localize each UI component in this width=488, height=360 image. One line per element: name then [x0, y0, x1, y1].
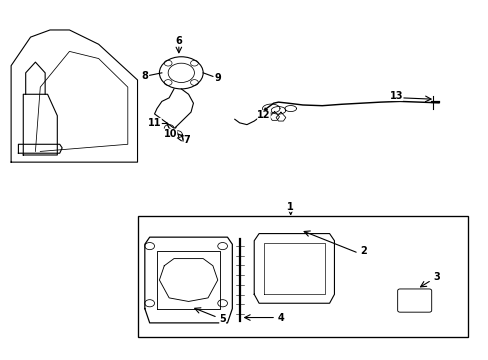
Text: 13: 13	[388, 91, 402, 101]
Text: 6: 6	[175, 36, 182, 46]
Text: 8: 8	[141, 71, 148, 81]
Text: 12: 12	[257, 110, 270, 120]
Text: 9: 9	[214, 73, 221, 83]
Text: 1: 1	[287, 202, 293, 212]
Text: 4: 4	[277, 312, 284, 323]
Text: 10: 10	[163, 129, 177, 139]
Bar	[137, 216, 467, 337]
Text: 7: 7	[183, 135, 190, 145]
Text: 5: 5	[219, 314, 225, 324]
Text: 11: 11	[148, 118, 162, 128]
Text: 2: 2	[360, 247, 366, 256]
Text: 3: 3	[432, 272, 439, 282]
